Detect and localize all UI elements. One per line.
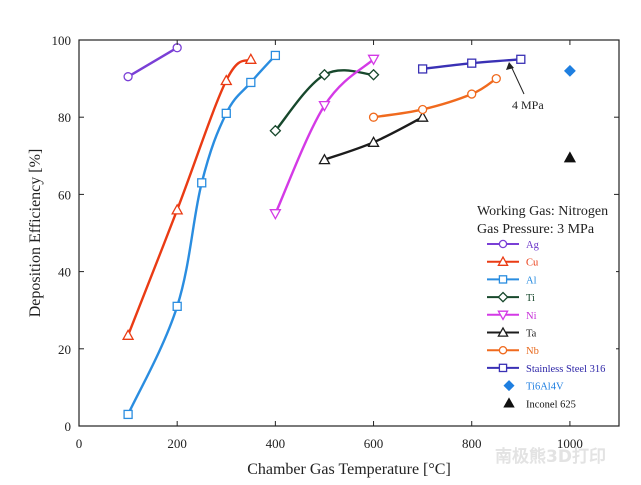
x-tick-label: 200 <box>167 436 187 451</box>
annotation-arrowhead <box>506 62 514 70</box>
legend-marker-inconel-625 <box>503 397 515 408</box>
plot-frame <box>78 39 620 427</box>
data-point-al <box>270 50 281 61</box>
legend-label-stainless-steel-316: Stainless Steel 316 <box>526 364 605 375</box>
y-tick-label: 0 <box>65 419 72 434</box>
legend: Working Gas: Nitrogen Gas Pressure: 3 MP… <box>470 196 616 410</box>
data-point-stainless-steel-316 <box>417 64 428 74</box>
data-point-ta <box>318 153 331 165</box>
data-point-inconel-625 <box>563 151 577 163</box>
data-point-nb <box>467 89 477 99</box>
data-point-nb <box>368 112 379 122</box>
legend-label-ti: Ti <box>526 293 535 304</box>
data-point-ni <box>367 54 380 66</box>
annotation-arrow <box>510 65 525 95</box>
axis-ticks: 0 200 400 600 800 1000 0 20 40 60 80 100 <box>52 33 619 451</box>
data-point-ti <box>367 68 380 81</box>
series-line-ni <box>274 58 375 215</box>
legend-label-nb: Nb <box>526 346 539 357</box>
y-tick-label: 20 <box>58 342 71 357</box>
x-tick-label: 1000 <box>557 436 583 451</box>
x-tick-label: 0 <box>76 436 83 451</box>
legend-marker-stainless-steel-316 <box>498 363 508 373</box>
y-axis-title: Deposition Efficiency [%] <box>27 149 44 318</box>
legend-label-inconel-625: Inconel 625 <box>526 399 576 410</box>
legend-marker-al <box>498 275 508 284</box>
y-tick-label: 100 <box>52 33 72 48</box>
data-point-ti <box>318 68 331 81</box>
data-point-stainless-steel-316 <box>467 58 477 68</box>
data-point-al <box>221 108 231 118</box>
legend-marker-ni <box>497 310 509 321</box>
data-point-cu <box>121 328 135 340</box>
legend-label-ti6al4v: Ti6Al4V <box>526 382 564 393</box>
series-line-nb <box>373 77 497 119</box>
data-point-ag <box>123 72 133 82</box>
data-point-al <box>172 301 182 311</box>
legend-marker-cu <box>497 255 509 266</box>
legend-label-al: Al <box>526 275 537 286</box>
legend-heading-pressure: Gas Pressure: 3 MPa <box>477 222 595 237</box>
legend-box <box>470 196 616 410</box>
legend-label-ni: Ni <box>526 311 537 322</box>
data-point-ta <box>367 135 380 147</box>
series-group <box>121 43 577 420</box>
x-tick-label: 600 <box>364 436 384 451</box>
data-point-ni <box>318 100 331 112</box>
watermark: 南极熊3D打印 <box>495 446 606 467</box>
data-point-ni <box>269 209 282 221</box>
data-point-ti6al4v <box>563 64 576 77</box>
x-axis-title: Chamber Gas Temperature [°C] <box>247 461 451 478</box>
data-point-ta <box>416 110 429 122</box>
y-tick-label: 80 <box>58 110 71 125</box>
series-line-cu <box>126 58 252 336</box>
data-point-cu <box>220 74 233 86</box>
data-point-stainless-steel-316 <box>516 54 526 64</box>
legend-marker-ti6al4v <box>503 380 515 392</box>
series-line-ag <box>127 46 178 78</box>
annotation-4mpa: 4 MPa <box>512 98 544 112</box>
y-tick-label: 40 <box>58 265 71 280</box>
series-line-al <box>126 54 277 415</box>
legend-label-ta: Ta <box>526 329 537 340</box>
legend-marker-ag <box>498 239 508 249</box>
data-point-nb <box>491 73 501 84</box>
data-point-al <box>246 77 256 88</box>
legend-label-cu: Cu <box>526 258 539 269</box>
x-tick-label: 800 <box>462 436 482 451</box>
y-tick-label: 60 <box>58 187 71 202</box>
legend-marker-ti <box>497 291 509 303</box>
x-tick-label: 400 <box>266 436 286 451</box>
legend-marker-nb <box>498 345 508 355</box>
data-point-al <box>123 409 133 420</box>
data-point-cu <box>171 203 184 215</box>
data-point-ti <box>269 124 282 137</box>
data-point-cu <box>244 52 257 64</box>
data-point-al <box>197 178 207 188</box>
data-point-nb <box>417 104 428 115</box>
legend-label-ag: Ag <box>526 240 540 251</box>
legend-marker-ta <box>497 326 509 337</box>
legend-heading-gas: Working Gas: Nitrogen <box>477 204 608 219</box>
